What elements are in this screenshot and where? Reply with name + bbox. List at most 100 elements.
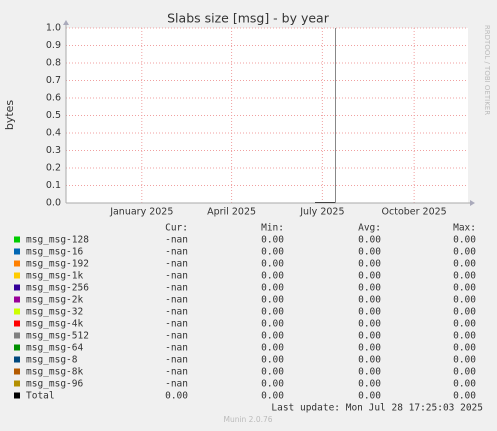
legend-name: msg_msg-512 <box>26 331 89 342</box>
legend-value: 0.00 <box>453 259 476 270</box>
legend-value: -nan <box>165 283 188 294</box>
y-tick-label: 0.0 <box>46 198 61 209</box>
legend-value: 0.00 <box>358 367 381 378</box>
legend-value: 0.00 <box>453 235 476 246</box>
legend-name: msg_msg-2k <box>26 295 83 306</box>
y-tick-label: 0.4 <box>46 128 61 139</box>
x-tick-label: July 2025 <box>299 207 344 218</box>
legend-name: msg_msg-1k <box>26 271 83 282</box>
legend-swatch <box>14 320 20 327</box>
legend-value: 0.00 <box>453 379 476 390</box>
legend-value: 0.00 <box>261 307 284 318</box>
legend-value: -nan <box>165 343 188 354</box>
legend-value: 0.00 <box>453 247 476 258</box>
legend-swatch <box>14 368 20 375</box>
y-tick-label: 1.0 <box>46 23 61 34</box>
legend-value: 0.00 <box>358 235 381 246</box>
legend-value: 0.00 <box>261 235 284 246</box>
legend-name: msg_msg-192 <box>26 259 89 270</box>
y-tick-label: 0.6 <box>46 93 61 104</box>
legend-value: -nan <box>165 355 188 366</box>
legend-name: msg_msg-256 <box>26 283 89 294</box>
x-tick-label: October 2025 <box>382 207 447 218</box>
legend-value: 0.00 <box>358 307 381 318</box>
legend-value: 0.00 <box>358 247 381 258</box>
legend-name: Total <box>26 391 55 402</box>
legend-value: 0.00 <box>358 319 381 330</box>
legend-swatch <box>14 260 20 267</box>
legend-name: msg_msg-16 <box>26 247 83 258</box>
legend-value: 0.00 <box>261 367 284 378</box>
legend-value: 0.00 <box>453 343 476 354</box>
legend-value: 0.00 <box>165 391 188 402</box>
legend-value: 0.00 <box>358 379 381 390</box>
legend-value: -nan <box>165 295 188 306</box>
side-label: RRDTOOL / TOBI OETIKER <box>483 25 491 115</box>
y-tick-label: 0.1 <box>46 180 61 191</box>
legend-swatch <box>14 236 20 243</box>
legend-swatch <box>14 272 20 279</box>
legend-swatch <box>14 356 20 363</box>
legend-value: 0.00 <box>453 271 476 282</box>
legend-value: 0.00 <box>358 295 381 306</box>
legend-name: msg_msg-128 <box>26 235 89 246</box>
legend-value: 0.00 <box>261 271 284 282</box>
legend-swatch <box>14 392 20 399</box>
legend-value: -nan <box>165 319 188 330</box>
legend-swatch <box>14 284 20 291</box>
legend-value: 0.00 <box>261 331 284 342</box>
legend-name: msg_msg-8 <box>26 355 78 366</box>
legend-name: msg_msg-4k <box>26 319 83 330</box>
y-tick-label: 0.7 <box>46 75 61 86</box>
legend-value: 0.00 <box>453 307 476 318</box>
legend-value: 0.00 <box>453 319 476 330</box>
legend-value: 0.00 <box>453 367 476 378</box>
grid <box>66 27 468 204</box>
legend-name: msg_msg-8k <box>26 367 83 378</box>
legend-value: -nan <box>165 259 188 270</box>
y-tick-label: 0.9 <box>46 40 61 51</box>
legend-value: 0.00 <box>261 259 284 270</box>
legend-value: -nan <box>165 379 188 390</box>
legend-value: 0.00 <box>261 295 284 306</box>
legend-name: msg_msg-32 <box>26 307 83 318</box>
legend-header: Min: <box>261 223 284 234</box>
legend-value: -nan <box>165 331 188 342</box>
legend-value: 0.00 <box>453 295 476 306</box>
axis-arrow <box>470 200 475 206</box>
legend-swatch <box>14 344 20 351</box>
legend-name: msg_msg-64 <box>26 343 83 354</box>
legend-swatch <box>14 308 20 315</box>
legend-value: -nan <box>165 367 188 378</box>
legend-value: 0.00 <box>261 247 284 258</box>
y-tick-label: 0.5 <box>46 110 61 121</box>
legend-value: 0.00 <box>261 379 284 390</box>
legend-header: Max: <box>453 223 476 234</box>
legend-value: 0.00 <box>261 319 284 330</box>
legend-swatch <box>14 380 20 387</box>
legend-value: 0.00 <box>358 259 381 270</box>
legend-header: Cur: <box>165 223 188 234</box>
chart-title: Slabs size [msg] - by year <box>167 11 330 26</box>
axis-arrow <box>63 20 69 25</box>
legend-value: -nan <box>165 247 188 258</box>
legend-name: msg_msg-96 <box>26 379 83 390</box>
legend-value: 0.00 <box>358 283 381 294</box>
legend-header: Avg: <box>358 223 381 234</box>
legend-value: 0.00 <box>261 355 284 366</box>
legend-value: 0.00 <box>358 343 381 354</box>
legend-value: 0.00 <box>453 283 476 294</box>
legend-value: 0.00 <box>261 283 284 294</box>
legend-value: 0.00 <box>358 355 381 366</box>
legend: Cur: Min: Avg: Max:msg_msg-128 -nan 0.00 0.00 0… <box>14 223 476 402</box>
x-tick-label: April 2025 <box>207 207 256 218</box>
legend-value: 0.00 <box>358 271 381 282</box>
last-update: Last update: Mon Jul 28 17:25:03 2025 <box>271 403 483 414</box>
legend-value: -nan <box>165 235 188 246</box>
legend-swatch <box>14 296 20 303</box>
legend-value: 0.00 <box>261 343 284 354</box>
legend-swatch <box>14 332 20 339</box>
legend-value: 0.00 <box>261 391 284 402</box>
legend-value: 0.00 <box>358 391 381 402</box>
